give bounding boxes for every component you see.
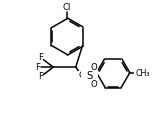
Text: O: O xyxy=(90,63,97,72)
Text: F: F xyxy=(38,53,43,62)
Text: Cl: Cl xyxy=(63,3,71,12)
Text: CH₃: CH₃ xyxy=(136,69,150,78)
Text: O: O xyxy=(90,80,97,89)
Text: S: S xyxy=(86,71,93,81)
Text: O: O xyxy=(78,71,85,80)
Text: F: F xyxy=(38,72,43,81)
Text: F: F xyxy=(35,63,40,72)
